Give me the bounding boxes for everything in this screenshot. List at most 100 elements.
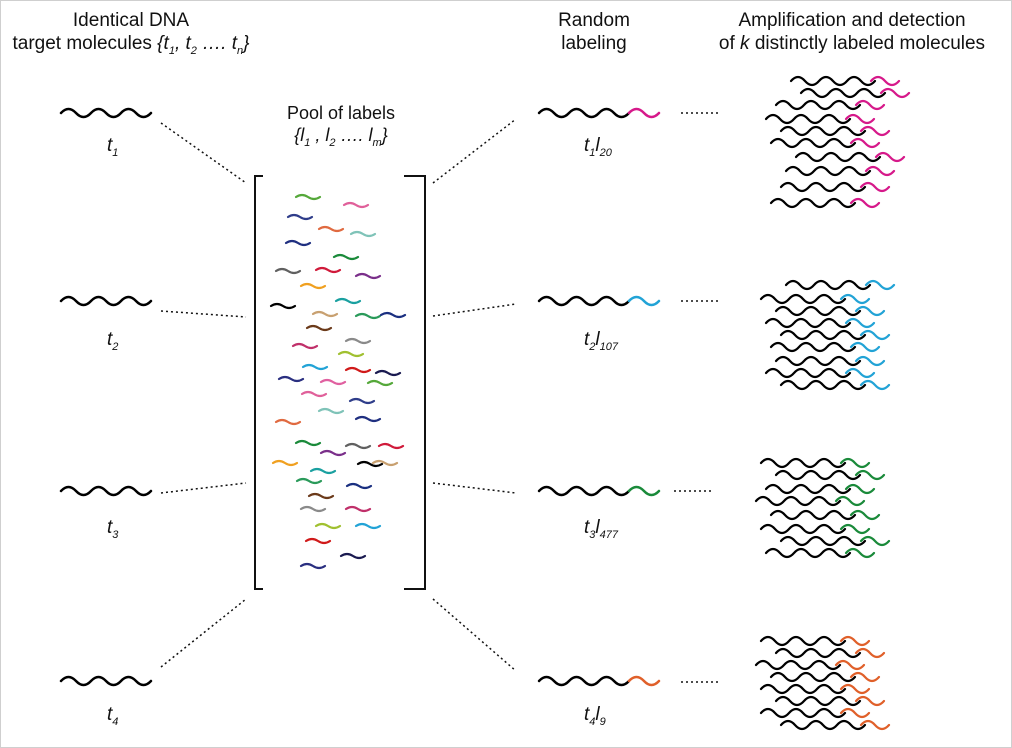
pool-label <box>301 363 329 371</box>
connector-pool-l4 <box>432 598 517 672</box>
target-sym: t <box>107 704 113 725</box>
amplicon-label <box>854 469 886 481</box>
target-strand-4 <box>59 675 153 687</box>
amplicon-label <box>844 547 876 559</box>
header-targets-prefix: target molecules <box>12 33 158 54</box>
amplicon-label <box>834 659 866 671</box>
label-tag-4 <box>627 675 661 687</box>
amplicon-label <box>854 305 886 317</box>
amplicon-label <box>834 495 866 507</box>
l-set-sub1: 1 <box>304 137 311 149</box>
amplicon-strand <box>769 509 857 521</box>
amplicon-strand <box>789 75 877 87</box>
header-random-line2: labeling <box>561 33 627 54</box>
pool-label <box>344 505 372 513</box>
pool-label <box>294 193 322 201</box>
amplicon-strand <box>759 523 847 535</box>
labeled-t-sub: 1 <box>589 147 596 159</box>
pool-label <box>348 397 376 405</box>
labeled-label-1: t1l20 <box>584 135 612 159</box>
t-set-close: } <box>243 33 250 54</box>
amplicon-label <box>849 197 881 209</box>
labeled-label-3: t3l477 <box>584 517 618 541</box>
t-set-subn: n <box>237 45 244 57</box>
amplicon-strand <box>779 379 867 391</box>
connector-t2-pool <box>160 310 247 318</box>
amplicon-label <box>879 87 911 99</box>
amplicon-strand <box>774 647 862 659</box>
pool-label <box>354 522 382 530</box>
amplicon-strand <box>774 355 862 367</box>
amplicon-strand <box>754 495 842 507</box>
amplicon-strand <box>769 137 857 149</box>
pool-label <box>291 342 319 350</box>
pool-label <box>299 562 327 570</box>
connector-t1-pool <box>160 122 247 184</box>
header-amp-line2: of k distinctly labeled molecules <box>691 32 1012 55</box>
amplicon-strand <box>774 305 862 317</box>
target-strand-2 <box>59 295 153 307</box>
header-random-line1: Random <box>558 10 630 31</box>
label-tag-1 <box>627 107 661 119</box>
pool-label <box>274 418 302 426</box>
amplicon-label <box>839 707 871 719</box>
amplicon-strand <box>759 683 847 695</box>
connector-pool-l3 <box>432 482 517 494</box>
amplicon-label <box>839 635 871 647</box>
l-set-sym2: l <box>325 125 330 145</box>
amplicon-label <box>839 457 871 469</box>
amplicon-strand <box>759 457 847 469</box>
labeled-strand-2 <box>537 295 631 307</box>
header-targets-line2: target molecules {t1, t2 …. tn} <box>1 32 261 63</box>
amplicon-strand <box>759 635 847 647</box>
t-set-open: { <box>157 33 164 54</box>
header-targets: Identical DNA target molecules {t1, t2 …… <box>1 9 261 63</box>
pool-label <box>344 366 372 374</box>
labeled-t-sub: 3 <box>589 529 596 541</box>
labeled-label-4: t4l9 <box>584 704 606 728</box>
amplicon-label <box>839 523 871 535</box>
pool-label <box>317 407 345 415</box>
header-amplification: Amplification and detection of k distinc… <box>691 9 1012 55</box>
pool-label <box>271 459 299 467</box>
target-sym: t <box>107 517 113 538</box>
connector-t4-pool <box>160 598 247 668</box>
target-sub: 1 <box>112 147 119 159</box>
amplicon-label <box>844 483 876 495</box>
labeled-strand-4 <box>537 675 631 687</box>
amplicon-strand <box>784 279 872 291</box>
labeled-l-sub: 20 <box>599 147 612 159</box>
amplicon-label <box>849 137 881 149</box>
amplicon-strand <box>779 719 867 731</box>
target-sub: 4 <box>112 716 119 728</box>
pool-label <box>354 415 382 423</box>
label-tag-3 <box>627 485 661 497</box>
connector-pool-l1 <box>432 118 517 184</box>
amplicon-strand <box>774 99 862 111</box>
pool-label <box>356 460 384 468</box>
pool-label <box>354 312 382 320</box>
pool-bracket-left <box>254 175 263 590</box>
amplicon-label <box>849 671 881 683</box>
pool-label <box>299 505 327 513</box>
amplicon-strand <box>764 113 852 125</box>
target-strand-1 <box>59 107 153 119</box>
amplicon-label <box>844 113 876 125</box>
t-set-sub2: 2 <box>190 45 197 57</box>
pool-label <box>295 477 323 485</box>
pool-label <box>377 442 405 450</box>
amplicon-strand <box>779 535 867 547</box>
l-set-sep: , <box>310 125 326 145</box>
target-label-4: t4 <box>107 704 118 728</box>
pool-label <box>317 225 345 233</box>
amplicon-label <box>839 683 871 695</box>
amplicon-strand <box>769 341 857 353</box>
pool-label <box>304 537 332 545</box>
amplicon-label <box>839 293 871 305</box>
amplicon-label <box>849 341 881 353</box>
t-set-dots: …. <box>196 33 232 54</box>
amplicon-label <box>859 379 891 391</box>
amplicon-label <box>869 75 901 87</box>
amplicon-strand <box>799 87 887 99</box>
